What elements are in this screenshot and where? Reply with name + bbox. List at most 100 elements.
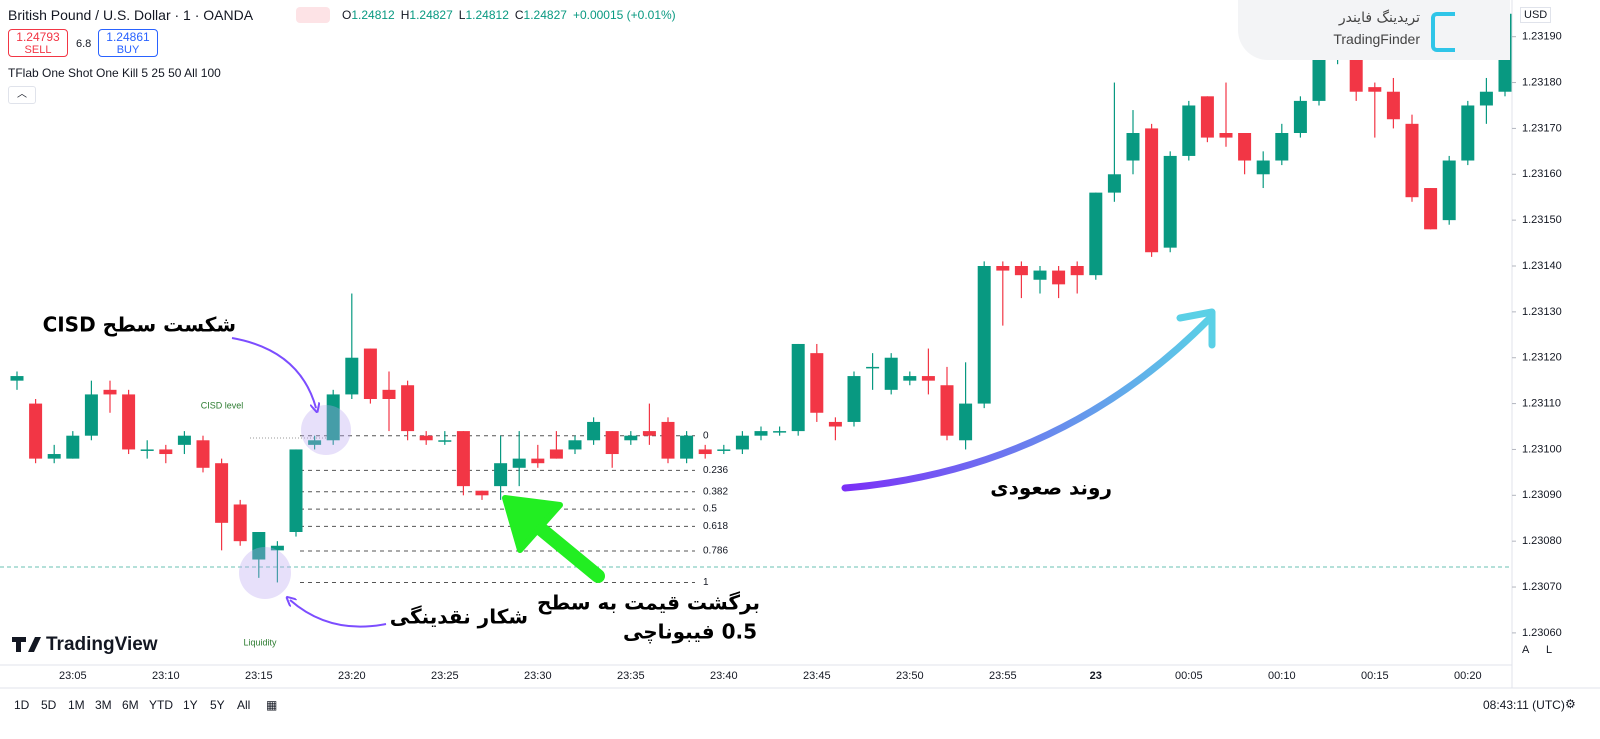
candle-body [1089,192,1103,276]
candle-body [940,385,954,436]
candle-body [512,458,526,468]
candle-body [977,266,991,404]
x-tick-label: 23:20 [338,670,366,682]
buy-label: BUY [116,44,140,56]
candle-body [363,348,377,399]
x-tick-label: 00:05 [1175,670,1203,682]
y-tick-label: 1.23130 [1522,306,1562,318]
range-button[interactable]: 1Y [183,698,198,712]
candle-body [1275,133,1289,161]
candle-body [605,431,619,455]
watermark-bg: تریدینگ فایندر TradingFinder [1238,0,1510,60]
candle-body [47,454,61,459]
x-tick-label: 23:10 [152,670,180,682]
y-tick-label: 1.23100 [1522,443,1562,455]
ohlc-label: O [342,8,352,22]
range-button[interactable]: 3M [95,698,112,712]
settings[interactable]: ⚙ [1565,697,1576,711]
x-tick-label: 23:40 [710,670,738,682]
overlay: شکست سطح CISD شکار نقدینگی برگشت قیمت به… [12,308,1216,655]
candle-body [1368,87,1382,92]
ohlc-label: C [514,8,524,22]
candle-body [1405,123,1419,198]
candle-body [1424,188,1438,230]
annotation: شکست سطح CISD [43,313,236,337]
clock[interactable]: 08:43:11 (UTC) [1483,698,1565,712]
currency[interactable]: USD [1520,7,1552,23]
highlight-circle [301,405,351,455]
x-tick-label: 00:15 [1361,670,1389,682]
candle-body [531,458,545,464]
tradingview-icon [12,637,41,652]
candle-body [196,440,210,468]
candle-body [84,394,98,436]
y-tick-label: 1.23120 [1522,352,1562,364]
range-button[interactable]: YTD [149,698,173,712]
candle-body [1052,270,1066,285]
annotation: شکار نقدینگی [390,605,528,629]
range-button[interactable]: 1M [68,698,85,712]
fib-label: 0.618 [703,521,728,532]
ohlc-value: 1.24827 [523,8,567,22]
candle-body [661,421,675,459]
fib-label: 0.382 [703,486,728,497]
sell-label: SELL [24,44,52,56]
spread: 6.8 [76,38,92,50]
y-tick-label: 1.23140 [1522,260,1562,272]
buy-button[interactable]: 1.24861 BUY [98,29,158,57]
highlight-circle [239,547,291,599]
candle-body [1293,100,1307,133]
candle-body [140,449,154,451]
candle-body [866,366,880,369]
candle-body [735,435,749,450]
candle-body [289,449,303,532]
liquidity-label: Liquidity [243,637,277,647]
candle-body [1219,133,1233,138]
range-button[interactable]: 1D [14,698,30,712]
candle-body [1145,128,1159,253]
candle-body [1200,96,1214,138]
range-button[interactable]: 5Y [210,698,225,712]
candle-body [475,490,489,496]
x-tick-label: 00:20 [1454,670,1482,682]
ohlc-value: 1.24827 [409,8,453,22]
candle-body [1070,266,1084,276]
auto-scale[interactable]: A [1522,644,1530,656]
candle-body [587,421,601,441]
sell-price: 1.24793 [16,30,60,44]
y-tick-label: 1.23080 [1522,535,1562,547]
candle-body [345,357,359,395]
collapse-button[interactable]: ︿ [8,86,36,104]
cisd-label: CISD level [201,400,244,410]
candle-body [10,376,24,381]
fib-label: 0.5 [703,504,717,515]
ohlc-label: H [400,8,410,22]
range-button[interactable]: 6M [122,698,139,712]
range-button[interactable]: All [237,698,251,712]
x-tick-label: 00:10 [1268,670,1296,682]
candle-body [159,449,173,455]
fib-label: 0.786 [703,546,728,557]
log-scale[interactable]: L [1546,644,1553,656]
x-tick-label: 23:30 [524,670,552,682]
symbol-title[interactable]: British Pound / U.S. Dollar · 1 · OANDA [8,7,254,23]
market-status[interactable] [296,7,330,23]
candle-body [1163,155,1177,248]
candle-body [1014,266,1028,276]
annotation: برگشت قیمت به سطح [537,591,760,615]
candle-body [1479,91,1493,106]
candle-body [438,440,452,442]
candle-body [494,463,508,487]
sell-button[interactable]: 1.24793 SELL [8,29,68,57]
arrow [290,600,387,628]
y-tick-label: 1.23110 [1522,397,1561,409]
y-tick-label: 1.23060 [1522,627,1562,639]
y-tick-label: 1.23090 [1522,489,1562,501]
range-button[interactable]: 5D [41,698,57,712]
candle-body [996,266,1010,271]
indicator-title[interactable]: TFlab One Shot One Kill 5 25 50 All 100 [8,66,221,80]
candle-body [122,394,136,450]
candle-body [1461,105,1475,161]
date-range[interactable]: ▦ [266,698,278,712]
